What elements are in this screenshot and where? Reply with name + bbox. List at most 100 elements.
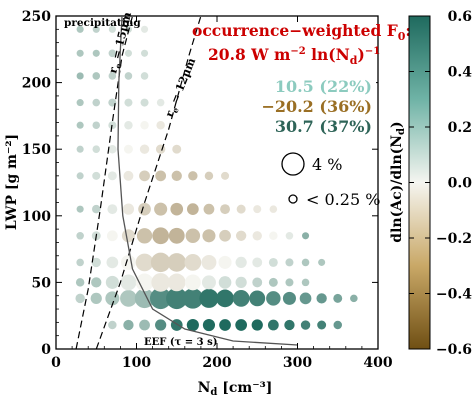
precipitating-label: precipitating: [64, 17, 141, 29]
re-15-curve: [75, 16, 134, 349]
y-tick-label: 0: [41, 342, 51, 358]
data-point: [76, 258, 84, 267]
data-point: [218, 255, 232, 269]
data-point: [149, 287, 172, 310]
component-negative: −20.2 (36%): [261, 97, 372, 116]
data-point: [267, 319, 279, 331]
data-point: [106, 230, 118, 242]
data-point: [76, 232, 84, 240]
data-point: [221, 171, 230, 180]
data-point: [317, 320, 327, 330]
data-point: [333, 320, 342, 330]
colorbar-tick-label: 0.6: [448, 9, 472, 25]
data-point: [220, 204, 230, 215]
data-point: [302, 232, 310, 240]
data-point: [232, 290, 250, 307]
data-point: [235, 276, 247, 289]
data-point: [120, 254, 136, 270]
data-point: [216, 289, 234, 308]
data-point: [124, 49, 132, 57]
data-point: [155, 319, 167, 331]
eef-curve: [117, 16, 298, 346]
data-point: [75, 293, 85, 304]
data-point: [167, 253, 187, 272]
data-point: [123, 319, 134, 331]
reference-curves: [75, 16, 298, 349]
data-point: [187, 203, 199, 215]
data-point: [204, 171, 214, 181]
data-point: [92, 204, 101, 214]
data-points: [75, 25, 358, 332]
data-point: [108, 49, 117, 58]
y-axis-label: LWP [g m⁻²]: [4, 134, 20, 230]
data-point: [151, 273, 170, 292]
data-point: [167, 273, 186, 292]
re-12-curve: [95, 16, 202, 349]
data-point: [269, 231, 278, 241]
data-point: [139, 144, 150, 154]
data-point: [301, 258, 310, 267]
data-point: [154, 202, 168, 216]
data-point: [203, 203, 215, 215]
data-point: [76, 72, 84, 80]
data-point: [124, 98, 133, 107]
header-line-1: occurrence−weighted F0:: [192, 21, 411, 43]
data-point: [92, 72, 101, 80]
axis-tick-labels: 0 100 200 300 400 0 50 100 150 200 250: [22, 9, 393, 371]
data-point: [170, 202, 184, 216]
data-point: [316, 293, 327, 304]
data-point: [108, 320, 117, 330]
x-tick-label: 100: [122, 355, 151, 371]
data-point: [135, 253, 154, 272]
data-point: [92, 145, 101, 153]
data-point: [218, 276, 232, 289]
data-point: [185, 228, 201, 244]
data-point: [318, 258, 326, 266]
data-point: [140, 72, 149, 80]
data-point: [284, 319, 295, 331]
data-point: [76, 172, 84, 180]
data-point: [76, 145, 84, 153]
data-point: [107, 204, 118, 215]
data-point: [124, 72, 133, 80]
data-point: [155, 144, 166, 154]
eef-label: EEF (τ = 3 s): [144, 337, 217, 348]
data-point: [156, 120, 165, 130]
data-point: [350, 294, 358, 303]
data-point: [108, 72, 117, 80]
data-point: [182, 288, 204, 309]
x-tick-label: 300: [283, 355, 312, 371]
data-point: [301, 278, 310, 287]
data-point: [172, 144, 182, 154]
size-legend-large-label: 4 %: [312, 155, 342, 174]
colorbar-tick-label: 0.0: [448, 176, 473, 192]
colorbar-tick-label: −0.2: [436, 231, 472, 247]
data-point: [269, 205, 278, 213]
data-point: [76, 205, 84, 213]
data-point: [139, 170, 150, 182]
data-point: [91, 257, 101, 268]
x-axis-label: Nd [cm⁻³]: [198, 380, 273, 398]
size-legend-small-marker: [288, 194, 298, 204]
data-point: [253, 205, 262, 214]
data-point: [299, 292, 312, 305]
component-total: 30.7 (37%): [275, 117, 372, 136]
data-point: [184, 254, 202, 271]
data-point: [186, 318, 199, 332]
data-point: [333, 293, 343, 303]
data-point: [140, 98, 149, 107]
data-point: [235, 319, 247, 331]
data-point: [201, 254, 217, 270]
data-point: [285, 232, 294, 240]
data-point: [92, 98, 101, 107]
data-point: [92, 49, 100, 57]
data-point: [266, 291, 281, 306]
data-point: [168, 227, 185, 244]
data-point: [92, 25, 100, 33]
data-point: [300, 320, 311, 330]
data-point: [202, 229, 216, 243]
data-point: [201, 275, 216, 290]
data-point: [138, 202, 151, 216]
y-tick-label: 50: [32, 275, 52, 291]
y-tick-label: 100: [22, 209, 51, 225]
